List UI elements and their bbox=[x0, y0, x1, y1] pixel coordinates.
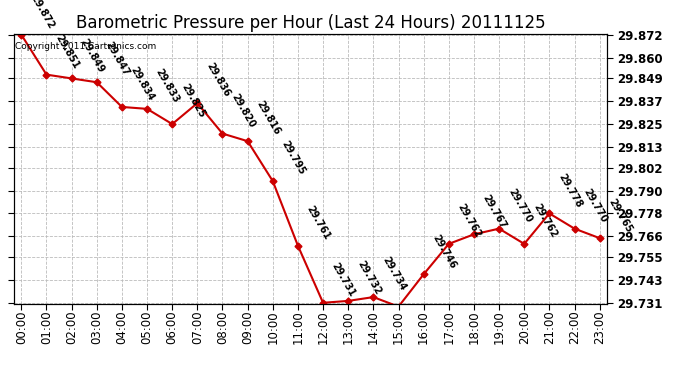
Title: Barometric Pressure per Hour (Last 24 Hours) 20111125: Barometric Pressure per Hour (Last 24 Ho… bbox=[76, 14, 545, 32]
Text: 29.825: 29.825 bbox=[179, 82, 206, 120]
Text: 29.731: 29.731 bbox=[330, 261, 357, 299]
Text: 29.732: 29.732 bbox=[355, 259, 382, 297]
Text: 29.746: 29.746 bbox=[431, 232, 458, 270]
Text: 29.767: 29.767 bbox=[481, 193, 509, 230]
Text: 29.765: 29.765 bbox=[607, 196, 634, 234]
Text: Copyright 2011 Cartronics.com: Copyright 2011 Cartronics.com bbox=[15, 42, 156, 51]
Text: 29.770: 29.770 bbox=[506, 187, 533, 225]
Text: 29.734: 29.734 bbox=[380, 255, 408, 293]
Text: 29.795: 29.795 bbox=[279, 140, 307, 177]
Text: 29.820: 29.820 bbox=[230, 92, 257, 129]
Text: 29.770: 29.770 bbox=[582, 187, 609, 225]
Text: 29.833: 29.833 bbox=[154, 67, 181, 105]
Text: 29.762: 29.762 bbox=[531, 202, 559, 240]
Text: 29.729: 29.729 bbox=[0, 374, 1, 375]
Text: 29.761: 29.761 bbox=[305, 204, 333, 242]
Text: 29.872: 29.872 bbox=[28, 0, 56, 30]
Text: 29.762: 29.762 bbox=[455, 202, 483, 240]
Text: 29.851: 29.851 bbox=[53, 33, 81, 70]
Text: 29.847: 29.847 bbox=[104, 40, 131, 78]
Text: 29.778: 29.778 bbox=[556, 172, 584, 209]
Text: 29.849: 29.849 bbox=[79, 37, 106, 74]
Text: 29.834: 29.834 bbox=[129, 65, 157, 103]
Text: 29.836: 29.836 bbox=[204, 62, 232, 99]
Text: 29.816: 29.816 bbox=[255, 99, 282, 137]
